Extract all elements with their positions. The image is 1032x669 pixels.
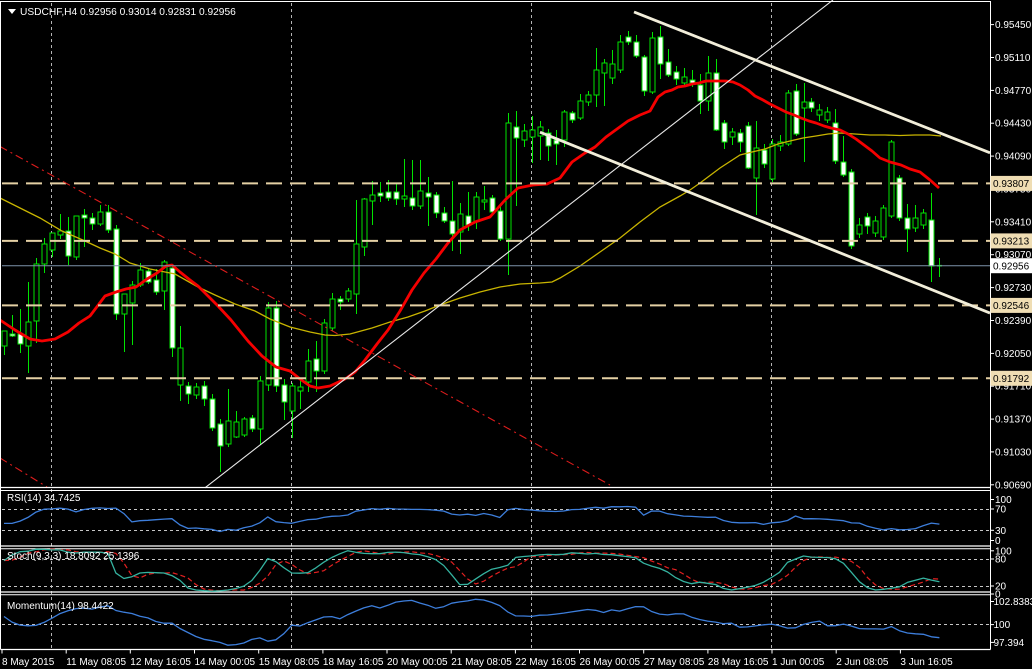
svg-text:0.91792: 0.91792 [993,374,1030,385]
svg-text:RSI(14) 34.7425: RSI(14) 34.7425 [7,493,81,504]
svg-text:0.91370: 0.91370 [995,415,1032,426]
svg-text:Stoch(9,3,3) 18.8092 25.1396: Stoch(9,3,3) 18.8092 25.1396 [7,551,140,562]
svg-text:30: 30 [995,526,1007,537]
svg-text:100: 100 [995,495,1012,506]
svg-text:0.91030: 0.91030 [995,447,1032,458]
svg-text:100: 100 [995,546,1012,557]
svg-text:2 Jun 08:05: 2 Jun 08:05 [836,657,889,668]
svg-text:22 May 16:05: 22 May 16:05 [515,657,576,668]
svg-text:0.93807: 0.93807 [993,179,1030,190]
svg-text:27 May 08:05: 27 May 08:05 [644,657,705,668]
svg-text:0.94090: 0.94090 [995,152,1032,163]
svg-text:0: 0 [995,590,1001,601]
svg-text:26 May 00:05: 26 May 00:05 [580,657,641,668]
svg-text:0: 0 [995,536,1001,547]
svg-text:80: 80 [995,555,1007,566]
svg-text:0.93070: 0.93070 [995,250,1032,261]
svg-text:8 May 2015: 8 May 2015 [2,657,55,668]
svg-text:18 May 16:05: 18 May 16:05 [323,657,384,668]
svg-text:28 May 16:05: 28 May 16:05 [708,657,769,668]
svg-text:0.95450: 0.95450 [995,20,1032,31]
svg-text:0.92050: 0.92050 [995,349,1032,360]
svg-text:97.394: 97.394 [994,638,1025,649]
svg-text:0.91710: 0.91710 [995,382,1032,393]
svg-text:0.92546: 0.92546 [993,301,1030,312]
svg-text:USDCHF,H4 0.92956 0.93014 0.9: USDCHF,H4 0.92956 0.93014 0.92831 0.9295… [20,7,236,18]
svg-text:21 May 08:05: 21 May 08:05 [451,657,512,668]
svg-text:70: 70 [995,505,1007,516]
svg-text:0.90690: 0.90690 [995,480,1032,491]
svg-text:14 May 00:05: 14 May 00:05 [195,657,256,668]
svg-text:0.92956: 0.92956 [993,262,1030,273]
svg-text:0.94430: 0.94430 [995,119,1032,130]
svg-text:100: 100 [994,620,1011,631]
svg-text:20 May 00:05: 20 May 00:05 [387,657,448,668]
svg-text:0.93410: 0.93410 [995,217,1032,228]
svg-text:15 May 08:05: 15 May 08:05 [259,657,320,668]
svg-text:12 May 16:05: 12 May 16:05 [130,657,191,668]
svg-text:0.94770: 0.94770 [995,86,1032,97]
svg-text:0.92730: 0.92730 [995,283,1032,294]
svg-text:0.95110: 0.95110 [995,53,1031,64]
svg-text:0.92390: 0.92390 [995,316,1032,327]
svg-text:0.93213: 0.93213 [993,237,1030,248]
svg-text:Momentum(14) 98.4422: Momentum(14) 98.4422 [7,601,114,612]
svg-text:20: 20 [995,582,1007,593]
svg-text:11 May 08:05: 11 May 08:05 [66,657,126,668]
svg-text:3 Jun 16:05: 3 Jun 16:05 [900,657,953,668]
svg-text:1 Jun 00:05: 1 Jun 00:05 [772,657,825,668]
svg-text:102.8383: 102.8383 [994,597,1032,608]
